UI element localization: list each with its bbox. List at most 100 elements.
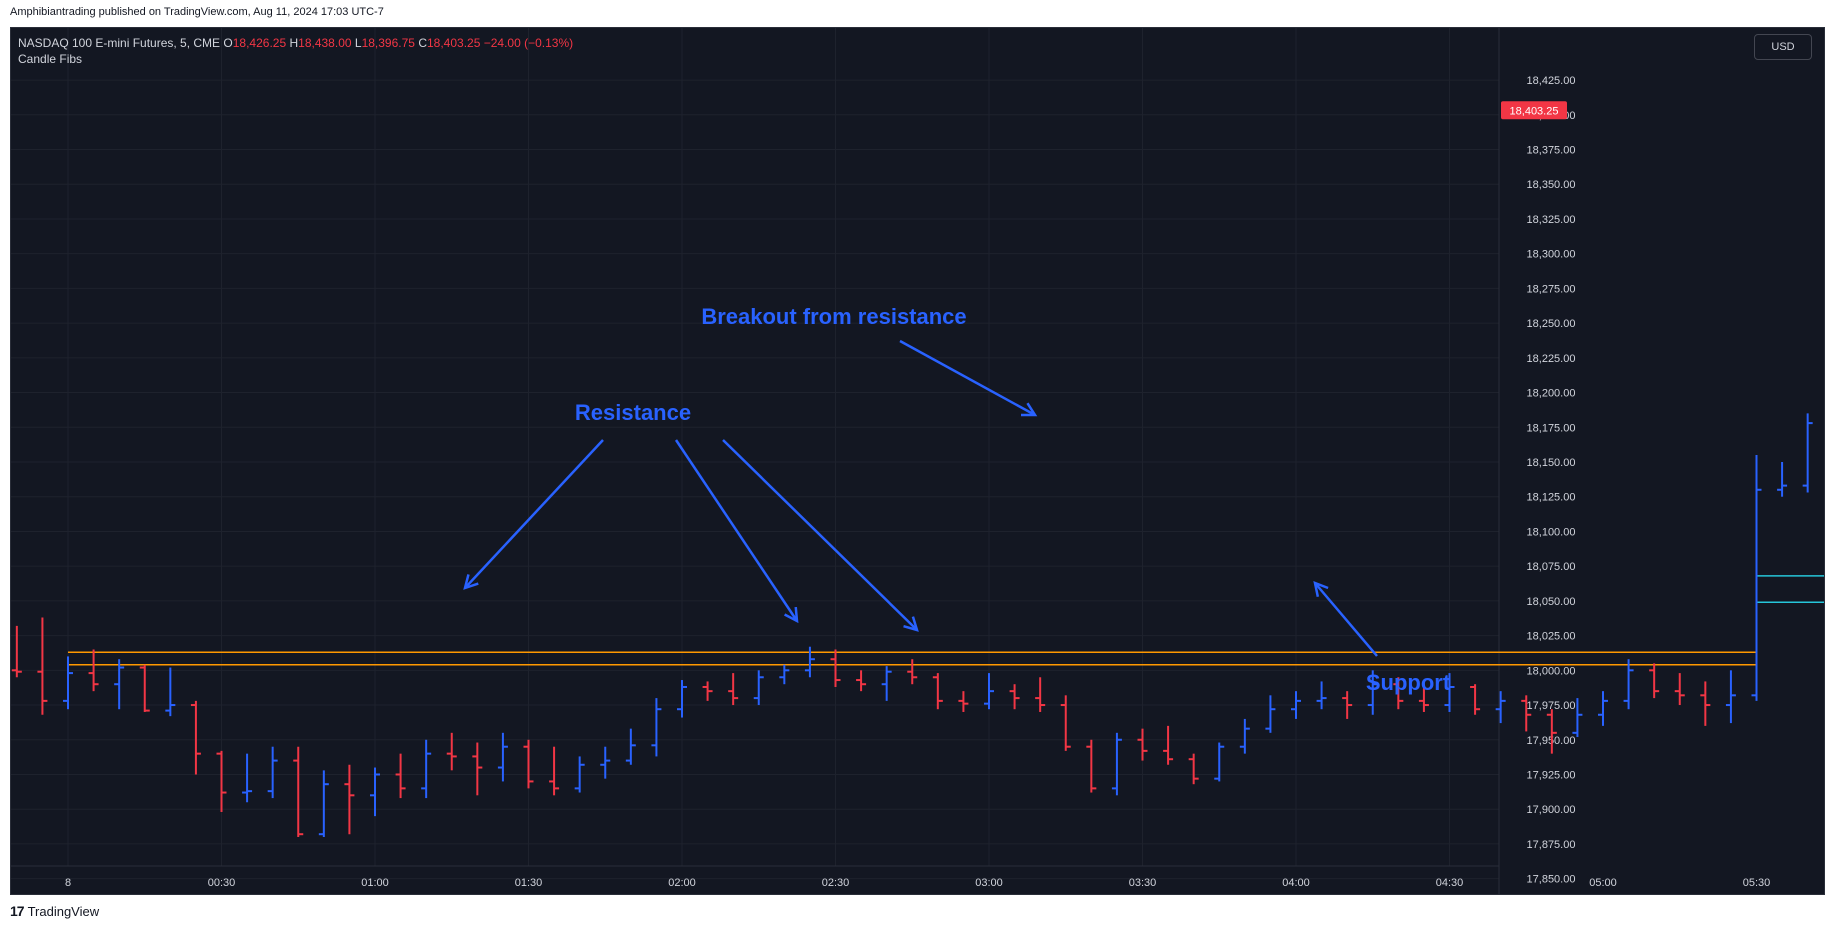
y-tick-label: 18,150.00 (1527, 457, 1576, 469)
ohlc-bar (11, 625, 22, 678)
currency-button[interactable]: USD (1754, 34, 1812, 60)
tradingview-brand: TradingView (27, 903, 100, 919)
y-tick-label: 17,850.00 (1527, 874, 1576, 886)
arrow-resistance-right-head (903, 616, 919, 632)
y-tick-label: 18,050.00 (1527, 596, 1576, 608)
ohlc-bar (984, 673, 994, 710)
ohlc-bar (1470, 684, 1481, 715)
high-value: 18,438.00 (298, 36, 352, 50)
chart-panel[interactable]: 18,425.0018,400.0018,375.0018,350.0018,3… (10, 27, 1825, 895)
ohlc-bar (421, 739, 432, 799)
symbol-name[interactable]: NASDAQ 100 E-mini Futures, 5, CME (18, 36, 221, 50)
y-tick-label: 18,200.00 (1527, 388, 1576, 400)
ohlc-bar (1572, 698, 1583, 737)
y-tick-label: 18,125.00 (1527, 492, 1576, 504)
ohlc-bar (830, 649, 841, 687)
x-tick-label: 8 (65, 877, 71, 889)
ohlc-bar (190, 700, 201, 775)
x-tick-label: 02:30 (822, 877, 850, 889)
ohlc-bar (702, 681, 713, 701)
ohlc-bar (1649, 663, 1660, 699)
y-tick-label: 18,175.00 (1527, 422, 1576, 434)
ohlc-bar (1700, 681, 1711, 726)
arrow-support (1313, 581, 1378, 657)
arrow-resistance-mid (674, 439, 799, 624)
ohlc-bar (1418, 686, 1429, 712)
ohlc-bar (651, 698, 662, 757)
arrow-resistance-mid-head (784, 606, 799, 624)
chart-legend: NASDAQ 100 E-mini Futures, 5, CME O18,42… (18, 35, 573, 67)
y-tick-label: 18,250.00 (1527, 318, 1576, 330)
ohlc-bar (1751, 455, 1762, 701)
ohlc-bar (395, 753, 406, 799)
y-tick-label: 17,875.00 (1527, 839, 1576, 851)
ohlc-bar (139, 664, 150, 712)
high-label: H (289, 36, 299, 50)
ohlc-bar (881, 666, 892, 701)
ohlc-bar (958, 691, 969, 712)
x-tick-label: 01:30 (515, 877, 543, 889)
ohlc-bar (318, 770, 329, 837)
ohlc-bar (37, 617, 48, 715)
arrow-support-head (1313, 581, 1329, 597)
ohlc-bar (1060, 695, 1071, 751)
ohlc-bar (242, 753, 253, 803)
ohlc-bar (497, 732, 508, 782)
ohlc-bar (344, 764, 355, 835)
ohlc-bar (370, 767, 380, 817)
ohlc-bar (677, 680, 687, 718)
ohlc-bar (1342, 691, 1353, 719)
ohlc-bar (574, 756, 585, 793)
x-tick-label: 05:00 (1589, 877, 1617, 889)
x-tick-label: 03:30 (1129, 877, 1157, 889)
price-axis (1499, 28, 1824, 894)
ohlc-bar (625, 728, 636, 765)
ohlc-bar (1111, 732, 1122, 796)
ohlc-bar (472, 742, 483, 796)
arrow-resistance-right (722, 439, 919, 632)
annotation-support: Support (1366, 670, 1451, 695)
ohlc-bar (1214, 742, 1225, 782)
footer-branding: 17 TradingView (10, 903, 99, 919)
close-value: 18,403.25 (426, 36, 481, 50)
ohlc-bar (1316, 681, 1327, 710)
arrow-resistance-left-shaft (464, 439, 604, 589)
ohlc-bar (804, 646, 815, 678)
ohlc-bar (523, 739, 534, 789)
y-tick-label: 18,000.00 (1527, 665, 1576, 677)
price-chart[interactable]: 18,425.0018,400.0018,375.0018,350.0018,3… (11, 28, 1825, 895)
ohlc-bar (1546, 709, 1557, 754)
change-value: −24.00 (−0.13%) (483, 36, 574, 50)
y-tick-label: 18,075.00 (1527, 561, 1576, 573)
ohlc-bar (1086, 739, 1097, 793)
annotation-resistance: Resistance (575, 400, 691, 425)
publisher-caption: Amphibiantrading published on TradingVie… (10, 6, 384, 18)
open-value: 18,426.25 (232, 36, 287, 50)
y-tick-label: 18,350.00 (1527, 179, 1576, 191)
ohlc-bar (1802, 413, 1813, 493)
y-tick-label: 18,025.00 (1527, 631, 1576, 643)
x-tick-label: 00:30 (208, 877, 236, 889)
x-tick-label: 05:30 (1743, 877, 1771, 889)
ohlc-bar (1239, 718, 1250, 754)
ohlc-bar (600, 746, 611, 779)
indicator-name[interactable]: Candle Fibs (18, 52, 83, 66)
annotation-breakout: Breakout from resistance (701, 304, 966, 329)
ohlc-bar (907, 659, 918, 685)
ohlc-bar (1163, 725, 1174, 765)
y-tick-label: 18,425.00 (1527, 75, 1576, 87)
y-tick-label: 18,100.00 (1527, 526, 1576, 538)
x-tick-label: 04:00 (1282, 877, 1310, 889)
ohlc-bar (1367, 670, 1378, 715)
y-tick-label: 18,325.00 (1527, 214, 1576, 226)
arrow-resistance-right-shaft (722, 439, 918, 631)
ohlc-bar (1291, 691, 1301, 719)
arrow-resistance-mid-shaft (674, 439, 799, 622)
ohlc-bar (779, 664, 790, 685)
ohlc-bar (1598, 691, 1608, 726)
ohlc-bar (1521, 695, 1532, 732)
ohlc-bar (1444, 673, 1455, 712)
ohlc-bar (549, 746, 560, 796)
ohlc-bar (753, 670, 764, 706)
y-tick-label: 18,375.00 (1527, 145, 1576, 157)
